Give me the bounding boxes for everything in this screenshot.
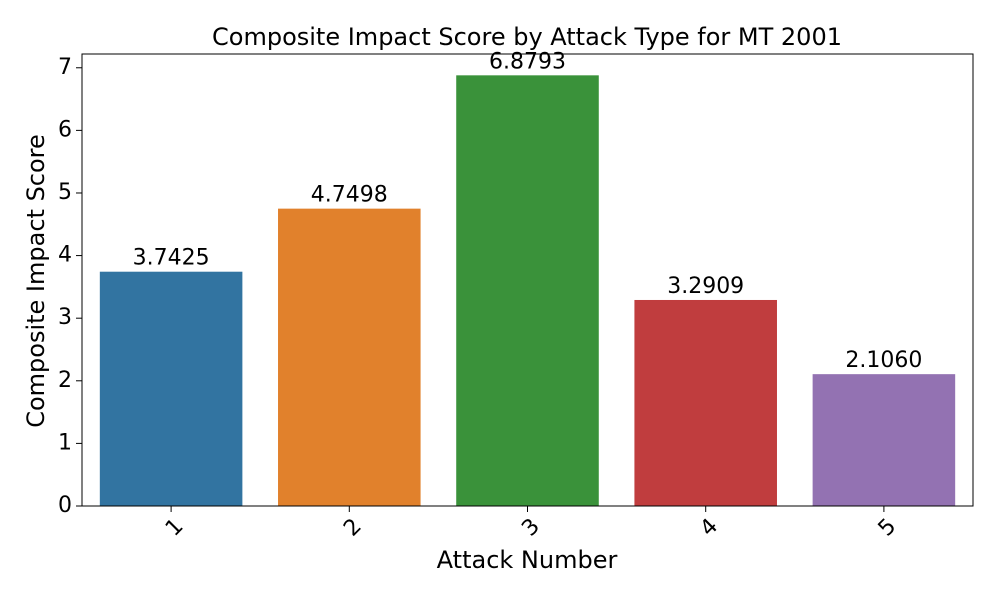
x-tick-label: 3: [517, 514, 545, 542]
y-tick-label: 2: [58, 368, 72, 393]
y-axis: 0 1 2 3 4 5 6 7: [58, 55, 82, 518]
x-tick-label: 1: [161, 514, 189, 542]
x-axis-label: Attack Number: [437, 546, 618, 574]
y-tick-label: 1: [58, 430, 72, 455]
value-label-attack-4: 3.2909: [667, 274, 744, 299]
chart-title: Composite Impact Score by Attack Type fo…: [212, 23, 842, 51]
value-labels-layer: 3.7425 4.7498 6.8793 3.2909 2.1060: [133, 49, 923, 373]
x-tick-label: 2: [339, 514, 367, 542]
y-tick-label: 5: [58, 180, 72, 205]
y-tick-label: 7: [58, 55, 72, 80]
y-axis-label: Composite Impact Score: [22, 134, 50, 428]
y-tick-label: 0: [58, 493, 72, 518]
y-tick-label: 3: [58, 305, 72, 330]
bar-attack-3: [456, 75, 599, 507]
bar-attack-4: [634, 299, 777, 506]
value-label-attack-3: 6.8793: [489, 49, 566, 74]
value-label-attack-1: 3.7425: [133, 246, 210, 271]
y-tick-label: 6: [58, 117, 72, 142]
x-tick-label: 5: [874, 514, 902, 542]
bars-layer: [99, 75, 956, 507]
y-tick-label: 4: [58, 243, 72, 268]
bar-attack-1: [99, 271, 243, 506]
plot-frame: [81, 53, 974, 507]
bar-attack-5: [812, 374, 956, 506]
value-label-attack-2: 4.7498: [311, 183, 388, 208]
bar-attack-2: [278, 208, 421, 506]
x-tick-label: 4: [696, 514, 724, 542]
value-label-attack-5: 2.1060: [845, 348, 922, 373]
x-axis: 1 2 3 4 5: [161, 506, 901, 541]
